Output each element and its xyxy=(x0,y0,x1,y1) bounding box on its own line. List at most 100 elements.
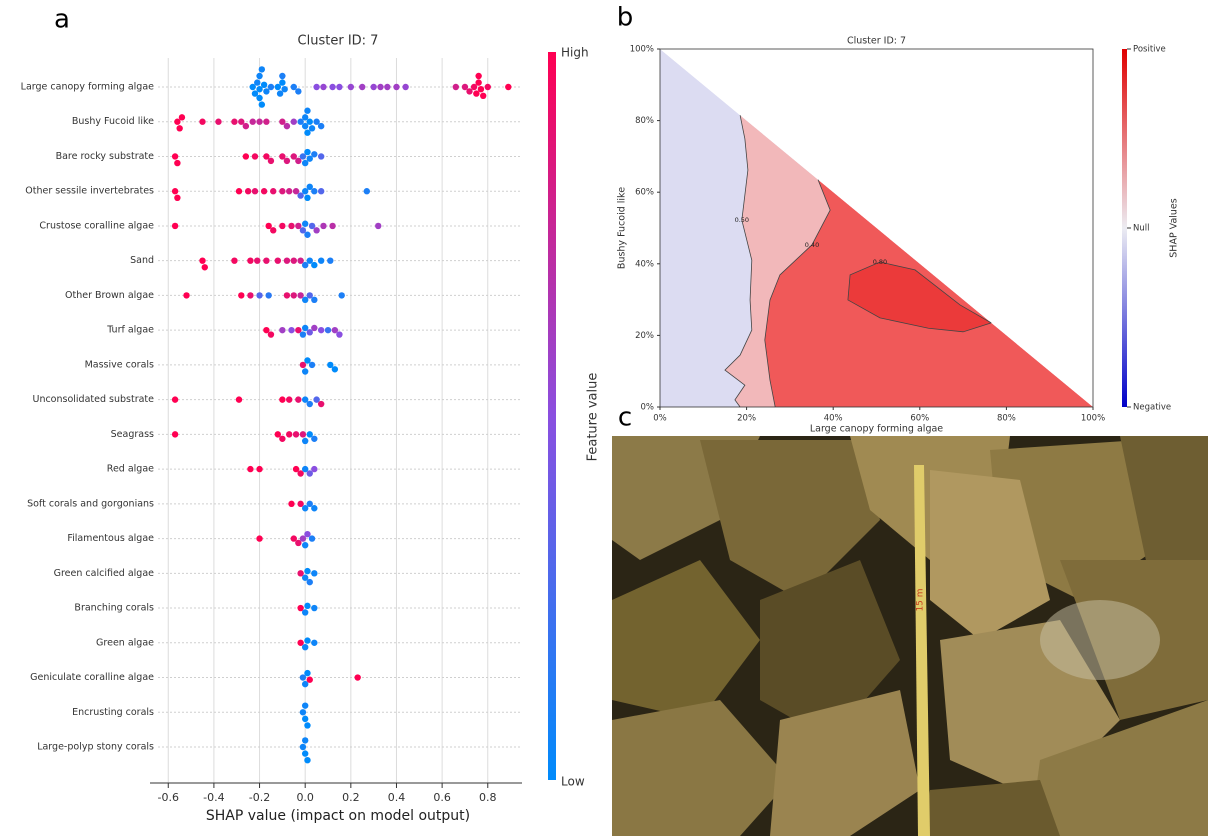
x-tick-label: 20% xyxy=(737,414,756,424)
dot xyxy=(301,702,309,709)
row-label: Green algae xyxy=(96,637,154,648)
dot xyxy=(304,567,311,575)
dot xyxy=(505,83,512,91)
dot xyxy=(251,90,259,97)
dot xyxy=(301,261,309,269)
dot xyxy=(311,505,318,512)
dot xyxy=(231,118,238,125)
dot xyxy=(295,539,302,547)
dot xyxy=(297,639,304,646)
dot xyxy=(286,396,293,403)
dot xyxy=(295,157,302,165)
dot xyxy=(238,118,245,125)
dot xyxy=(301,715,309,723)
dot xyxy=(306,676,313,683)
dot xyxy=(249,83,256,91)
dot xyxy=(283,257,291,264)
dot xyxy=(384,83,391,91)
dot xyxy=(286,431,293,438)
dot xyxy=(244,188,252,195)
dot xyxy=(301,296,309,304)
dot xyxy=(274,431,282,438)
dot xyxy=(201,264,208,271)
dot xyxy=(183,292,190,299)
dot xyxy=(247,257,254,264)
row-label: Other Brown algae xyxy=(65,290,154,301)
row-label: Branching corals xyxy=(74,603,154,614)
dot xyxy=(304,530,311,538)
y-tick-label: 100% xyxy=(630,45,654,55)
dot xyxy=(283,157,291,165)
panel-label: a xyxy=(54,5,70,35)
dot xyxy=(256,94,263,102)
dot xyxy=(301,188,309,195)
colorbar xyxy=(548,52,556,780)
dot xyxy=(347,83,355,91)
dot xyxy=(267,331,275,338)
dot xyxy=(295,396,302,403)
dot xyxy=(301,159,309,167)
dot xyxy=(452,83,460,91)
dot xyxy=(265,222,272,230)
dot xyxy=(297,257,304,264)
row-label: Large-polyp stony corals xyxy=(37,742,154,753)
dot xyxy=(288,500,295,508)
dot xyxy=(306,257,313,264)
panel-label: c xyxy=(618,403,632,433)
colorbar-label: Negative xyxy=(1133,403,1171,413)
dot xyxy=(317,257,325,264)
dot xyxy=(279,435,286,442)
dot xyxy=(306,183,313,191)
dot xyxy=(301,505,309,512)
dot xyxy=(304,148,311,156)
dot xyxy=(267,83,275,91)
dot xyxy=(299,709,307,716)
colorbar-title: Feature value xyxy=(586,373,601,462)
dot xyxy=(174,118,181,125)
dot xyxy=(313,227,320,234)
contour-line xyxy=(847,261,992,333)
row-label: Green calcified algae xyxy=(54,568,155,579)
row-label: Geniculate coralline algae xyxy=(30,672,154,683)
dot xyxy=(354,674,361,681)
dot xyxy=(295,222,302,230)
dot xyxy=(274,257,282,264)
dot xyxy=(279,396,286,403)
dot xyxy=(279,72,286,80)
dot xyxy=(301,220,309,227)
dot xyxy=(331,366,339,373)
x-tick-label: 0.0 xyxy=(296,791,314,804)
dot xyxy=(301,465,309,473)
dot xyxy=(260,81,268,89)
dot xyxy=(281,86,288,93)
x-tick-label: 0.2 xyxy=(342,791,360,804)
dot xyxy=(336,331,343,338)
dot xyxy=(301,574,309,581)
heatmap xyxy=(660,49,1093,407)
dot xyxy=(311,570,318,577)
dot xyxy=(311,324,318,332)
dot xyxy=(304,357,311,364)
dot xyxy=(242,153,250,160)
dot xyxy=(260,188,268,195)
x-tick-label: 0.6 xyxy=(433,791,451,804)
dot xyxy=(288,222,295,230)
dot xyxy=(176,125,183,132)
dot xyxy=(263,257,270,264)
dot xyxy=(288,326,295,334)
dot xyxy=(290,153,297,160)
dot xyxy=(311,435,318,442)
tape-label: 15 m xyxy=(916,588,926,611)
contour-label: 0.50 xyxy=(735,216,749,224)
row-label: Filamentous algae xyxy=(67,533,154,544)
dot xyxy=(320,222,327,230)
row-label: Soft corals and gorgonians xyxy=(27,498,154,509)
dot xyxy=(375,222,382,230)
dot xyxy=(299,361,307,369)
dot xyxy=(306,400,313,408)
dot xyxy=(301,541,309,549)
dot xyxy=(299,535,307,542)
dot xyxy=(475,79,482,86)
dot xyxy=(311,465,318,473)
